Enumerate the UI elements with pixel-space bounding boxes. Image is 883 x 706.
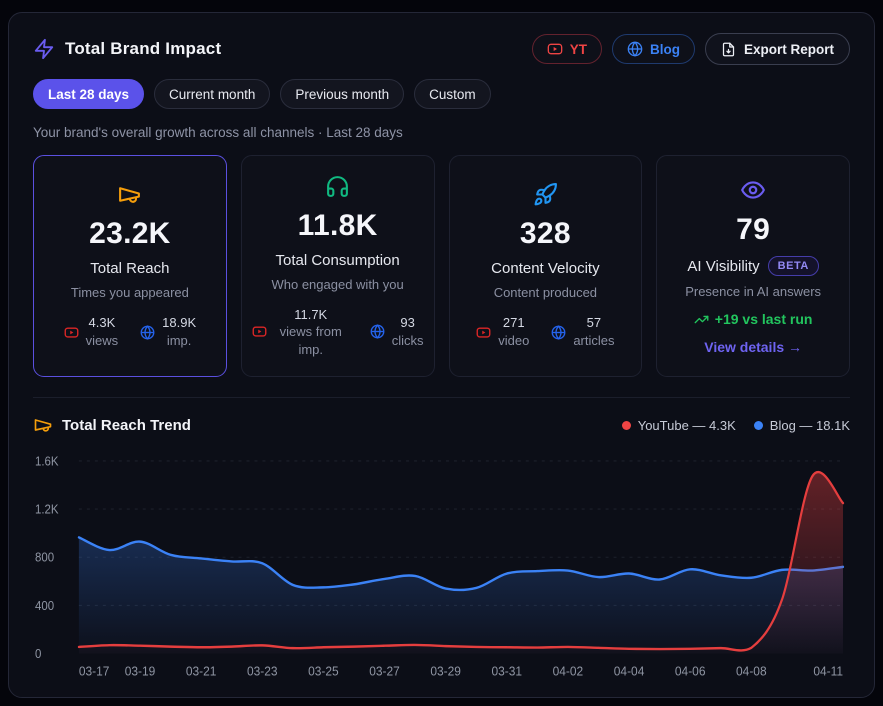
svg-text:04-08: 04-08 (736, 664, 767, 679)
stat-title-text: AI Visibility (687, 257, 760, 275)
stat-value: 11.8K (297, 208, 378, 242)
tab-last-28-days[interactable]: Last 28 days (33, 79, 145, 109)
stat-title: Total Reach (90, 260, 170, 278)
tab-current-month[interactable]: Current month (154, 79, 271, 109)
globe-icon (370, 324, 385, 340)
globe-icon (627, 41, 643, 57)
globe-icon (140, 324, 155, 340)
globe-icon (551, 324, 566, 340)
legend-label: YouTube — 4.3K (637, 417, 736, 433)
youtube-substat: 271 video (476, 314, 529, 349)
youtube-icon (64, 325, 79, 340)
export-report-label: Export Report (743, 41, 834, 57)
blog-channel-badge[interactable]: Blog (611, 34, 695, 64)
rocket-icon (533, 182, 558, 207)
svg-text:03-23: 03-23 (247, 664, 278, 679)
stat-value: 23.2K (89, 217, 171, 251)
badge-label: YT (569, 41, 587, 57)
stat-card-content-velocity[interactable]: 328 Content Velocity Content produced 27… (448, 155, 643, 377)
brand-impact-panel: Total Brand Impact YT Blog Export Report (8, 12, 875, 698)
svg-text:03-19: 03-19 (125, 664, 156, 679)
stat-cards-row: 23.2K Total Reach Times you appeared 4.3… (33, 155, 850, 377)
svg-text:04-06: 04-06 (675, 664, 706, 679)
chart-legend: YouTube — 4.3K Blog — 18.1K (621, 417, 850, 433)
view-details-link[interactable]: View details → (704, 339, 803, 355)
youtube-icon (547, 41, 563, 57)
beta-badge: BETA (767, 256, 819, 276)
section-divider (33, 397, 850, 398)
reach-trend-chart: 0 400 800 1.2K 1.6K 03-17 03-19 03-21 03-23 03-25… (33, 441, 850, 689)
headphones-icon (325, 174, 350, 199)
chart-header: Total Reach Trend YouTube — 4.3K Blog — … (33, 415, 850, 435)
legend-item-youtube: YouTube — 4.3K (621, 417, 736, 433)
delta-text: +19 vs last run (714, 311, 813, 327)
panel-subtitle: Your brand's overall growth across all c… (33, 125, 403, 140)
stat-title: Content Velocity (491, 260, 600, 278)
stat-card-total-reach[interactable]: 23.2K Total Reach Times you appeared 4.3… (33, 155, 227, 377)
blog-substat: 18.9K imp. (140, 314, 196, 349)
youtube-channel-badge[interactable]: YT (531, 34, 602, 64)
page-title: Total Brand Impact (65, 39, 222, 58)
stat-title: AI Visibility BETA (687, 256, 819, 276)
stat-value: 328 (519, 217, 571, 251)
tab-previous-month[interactable]: Previous month (280, 79, 405, 109)
chart-title: Total Reach Trend (62, 416, 191, 434)
svg-text:04-02: 04-02 (553, 664, 584, 679)
stat-card-total-consumption[interactable]: 11.8K Total Consumption Who engaged with… (240, 155, 435, 377)
zap-icon (33, 38, 55, 60)
blog-substat: 57 articles (551, 314, 615, 349)
stat-title: Total Consumption (275, 251, 400, 269)
eye-icon (740, 177, 766, 203)
trend-line-chart: 0 400 800 1.2K 1.6K 03-17 03-19 03-21 03-23 03-25… (35, 454, 845, 679)
legend-dot-blog (753, 420, 763, 430)
svg-text:0: 0 (35, 646, 42, 661)
svg-text:04-04: 04-04 (614, 664, 645, 679)
svg-text:03-21: 03-21 (186, 664, 217, 679)
stat-value: 79 (736, 213, 771, 246)
megaphone-icon (33, 415, 53, 435)
stat-description: Times you appeared (70, 285, 189, 301)
blog-substat: 93 clicks (370, 314, 424, 349)
svg-text:03-27: 03-27 (369, 664, 400, 679)
svg-text:800: 800 (35, 550, 54, 565)
svg-text:1.6K: 1.6K (35, 454, 59, 469)
export-report-button[interactable]: Export Report (704, 33, 850, 65)
svg-text:03-29: 03-29 (430, 664, 461, 679)
stat-card-ai-visibility[interactable]: 79 AI Visibility BETA Presence in AI ans… (656, 155, 850, 377)
stat-description: Who engaged with you (271, 276, 404, 292)
youtube-icon (252, 324, 267, 339)
stat-description: Presence in AI answers (685, 284, 822, 299)
delta-vs-last-run: +19 vs last run (694, 311, 813, 327)
svg-text:03-17: 03-17 (79, 664, 110, 679)
legend-item-blog: Blog — 18.1K (753, 417, 850, 433)
legend-dot-youtube (621, 420, 631, 430)
panel-header: Total Brand Impact YT Blog Export Report (33, 33, 850, 65)
legend-label: Blog — 18.1K (769, 417, 850, 433)
svg-text:04-11: 04-11 (813, 664, 843, 679)
svg-text:03-31: 03-31 (492, 664, 523, 679)
stat-description: Content produced (493, 285, 598, 301)
youtube-icon (476, 325, 491, 340)
trending-up-icon (694, 312, 709, 327)
youtube-substat: 11.7K views from imp. (252, 306, 348, 359)
tab-custom[interactable]: Custom (414, 79, 491, 109)
svg-text:1.2K: 1.2K (35, 502, 59, 517)
megaphone-icon (117, 182, 142, 207)
time-range-tabs: Last 28 days Current month Previous mont… (33, 79, 850, 109)
youtube-substat: 4.3K views (64, 314, 118, 349)
badge-label: Blog (649, 41, 680, 57)
svg-text:400: 400 (35, 598, 54, 613)
svg-text:03-25: 03-25 (308, 664, 339, 679)
file-export-icon (721, 42, 736, 57)
